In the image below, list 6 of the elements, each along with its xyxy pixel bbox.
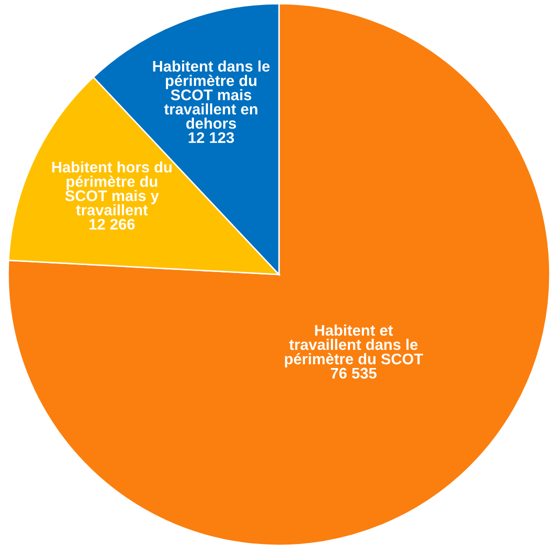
- slice-label: Habitent dans le périmètre du SCOT mais travaillent en dehors: [153, 60, 270, 129]
- data-label: 12 266: [90, 218, 135, 230]
- data-label: 12 123: [188, 132, 234, 144]
- slice-label: Habitent et travaillent dans le périmètre du SCOT: [284, 324, 424, 368]
- slice-label: Habitent hors du périmètre du SCOT mais y travaillent: [52, 161, 172, 216]
- data-label: 76 535: [330, 368, 377, 379]
